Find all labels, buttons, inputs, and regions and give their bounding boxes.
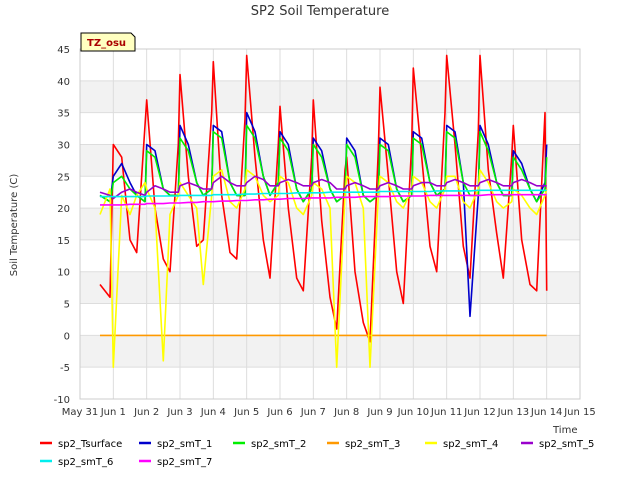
plot-frame xyxy=(79,48,581,400)
y-tick-label: 15 xyxy=(57,236,70,247)
y-tick-label: 20 xyxy=(57,204,70,215)
station-tag: TZ_osu xyxy=(80,32,136,52)
x-tick-labels: May 31 Jun 1 Jun 2 Jun 3 Jun 4 Jun 5 Jun 6 Jun … xyxy=(62,407,596,418)
legend-label: sp2_smT_4 xyxy=(443,439,498,450)
plot-band xyxy=(80,49,580,81)
chart-title: SP2 Soil Temperature xyxy=(251,4,389,19)
legend-label: sp2_smT_2 xyxy=(251,439,306,450)
y-tick-label: 45 xyxy=(57,45,70,56)
series-line-sp2_smT_6 xyxy=(100,189,547,198)
x-tick-label: Jun 9 xyxy=(366,407,392,418)
plot-band xyxy=(80,112,580,145)
y-tick-label: 0 xyxy=(64,331,70,342)
station-tag-label: TZ_osu xyxy=(87,38,126,49)
x-tick-label: Jun 5 xyxy=(233,407,259,418)
series-line-sp2_smT_7 xyxy=(100,193,547,206)
x-tick-label: Jun 7 xyxy=(300,407,326,418)
x-tick-label: Jun 13 xyxy=(497,407,530,418)
x-tick-label: Jun 15 xyxy=(563,407,596,418)
y-tick-labels: -10 -5 0 5 10 15 20 25 30 35 40 45 xyxy=(54,45,70,406)
x-tick-label: Jun 3 xyxy=(166,407,192,418)
legend-label: sp2_smT_3 xyxy=(345,439,400,450)
legend-label: sp2_smT_5 xyxy=(539,439,594,450)
series-line-sp2_Tsurface xyxy=(99,54,548,343)
x-tick-label: Jun 2 xyxy=(133,407,159,418)
plot-band xyxy=(80,367,580,399)
y-tick-label: -10 xyxy=(54,395,70,406)
y-tick-label: 30 xyxy=(57,140,70,151)
x-tick-label: Jun 12 xyxy=(463,407,496,418)
y-axis-label: Soil Temperature (C) xyxy=(9,174,20,277)
x-tick-label: Jun 1 xyxy=(100,407,126,418)
y-tick-label: 40 xyxy=(57,77,70,88)
legend-label: sp2_Tsurface xyxy=(58,439,122,450)
legend-label: sp2_smT_6 xyxy=(58,457,113,468)
legend: sp2_Tsurface sp2_smT_1 sp2_smT_2 sp2_smT_3 s… xyxy=(40,439,594,468)
x-tick-label: Jun 10 xyxy=(397,407,430,418)
plot-band xyxy=(80,144,580,177)
y-tick-label: -5 xyxy=(60,363,70,374)
plot-band xyxy=(80,303,580,336)
legend-label: sp2_smT_1 xyxy=(157,439,212,450)
x-tick-label: Jun 4 xyxy=(200,407,226,418)
x-tick-label: Jun 11 xyxy=(430,407,463,418)
plot-band xyxy=(80,80,580,113)
x-tick-label: Jun 14 xyxy=(530,407,563,418)
x-tick-label: Jun 8 xyxy=(333,407,359,418)
y-tick-label: 25 xyxy=(57,172,70,183)
station-tag-box xyxy=(80,32,136,52)
plot-band xyxy=(80,335,580,368)
legend-label: sp2_smT_7 xyxy=(157,457,212,468)
x-axis-label: Time xyxy=(552,425,577,436)
x-tick-label: May 31 xyxy=(62,407,99,418)
x-tick-label: Jun 6 xyxy=(266,407,292,418)
series-line-sp2_smT_5 xyxy=(99,175,547,200)
y-tick-label: 35 xyxy=(57,109,70,120)
series-lines xyxy=(99,54,548,369)
y-tick-label: 10 xyxy=(57,268,70,279)
y-tick-label: 5 xyxy=(64,300,70,311)
